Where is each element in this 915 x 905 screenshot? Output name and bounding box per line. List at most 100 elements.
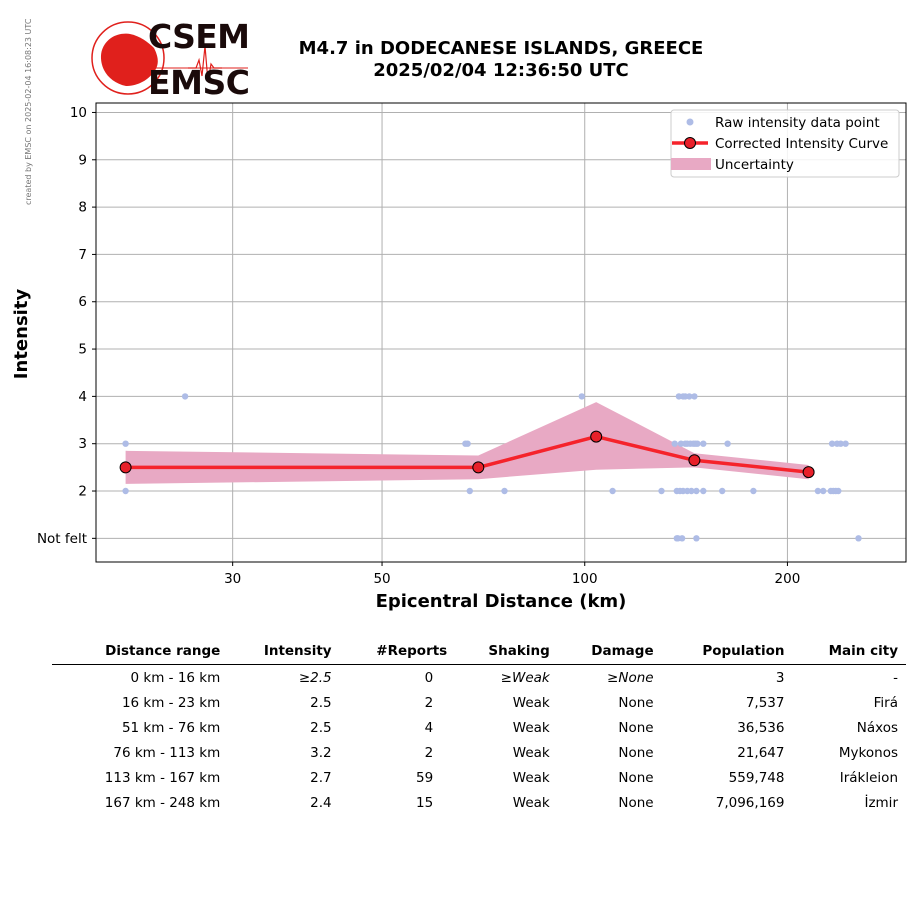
legend: Raw intensity data point Corrected Inten… (670, 109, 900, 178)
cell-city: Firá (873, 694, 898, 711)
raw-data-point (694, 440, 701, 447)
raw-data-point (122, 487, 129, 495)
cell-city: Náxos (856, 719, 898, 736)
cell-population: 7,537 (745, 694, 785, 711)
raw-data-point (837, 440, 844, 447)
table-row: 16 km - 23 km 2.5 2 Weak None 7,537 Firá (52, 690, 906, 715)
cell-reports: 59 (416, 769, 434, 786)
col-main-city: Main city (828, 643, 898, 659)
y-tick-label: 7 (78, 247, 87, 263)
title-event: M4.7 in DODECANESE ISLANDS, GREECE (298, 38, 704, 59)
cell-reports: 2 (424, 744, 434, 761)
cell-city: İzmir (864, 794, 898, 811)
cell-population: 21,647 (737, 744, 785, 761)
raw-data-point (678, 535, 686, 542)
cell-intensity: 2.5 (310, 694, 332, 711)
csem-emsc-logo: CSEM EMSC (91, 17, 250, 100)
cell-intensity: 2.4 (310, 794, 332, 811)
col-shaking: Shaking (488, 643, 550, 659)
cell-reports: 0 (424, 669, 434, 686)
cell-shaking: Weak (512, 769, 550, 786)
curve-marker (472, 461, 485, 474)
curve-marker (590, 430, 603, 443)
cell-distance: 51 km - 76 km (121, 719, 221, 736)
cell-shaking: ≥Weak (500, 669, 550, 686)
cell-population: 36,536 (737, 719, 785, 736)
chart-title: M4.7 in DODECANESE ISLANDS, GREECE 2025/… (260, 38, 742, 82)
raw-data-point (700, 487, 707, 495)
cell-intensity: 2.5 (310, 719, 332, 736)
raw-data-point (835, 487, 842, 495)
cell-distance: 76 km - 113 km (113, 744, 221, 761)
col-distance-range: Distance range (105, 643, 221, 659)
cell-intensity: 3.2 (310, 744, 332, 761)
raw-data-point (688, 487, 695, 495)
y-axis-label: Intensity (11, 289, 32, 380)
raw-data-point (814, 487, 822, 495)
raw-data-point (693, 487, 700, 495)
logo-seismogram (188, 45, 222, 83)
curve-marker (688, 454, 701, 467)
raw-data-point (501, 487, 508, 495)
x-tick-label: 50 (373, 571, 390, 587)
raw-data-point (700, 440, 707, 447)
legend-uncertainty-swatch (671, 158, 711, 170)
logo-map-shape (100, 33, 158, 86)
x-tick-label: 100 (572, 571, 598, 587)
plot-frame (95, 102, 907, 563)
cell-city: - (893, 669, 898, 686)
curve-layer (119, 430, 815, 479)
y-tick-label: 10 (70, 105, 87, 121)
x-tick-label: 30 (224, 571, 241, 587)
raw-data-point (693, 535, 700, 542)
curve-marker (802, 466, 815, 479)
title-datetime: 2025/02/04 12:36:50 UTC (373, 60, 629, 81)
raw-points-layer (122, 393, 862, 542)
y-tick-label: 6 (78, 294, 87, 310)
col-intensity: Intensity (263, 643, 332, 659)
cell-intensity: ≥2.5 (298, 669, 332, 686)
cell-population: 3 (775, 669, 785, 686)
legend-box (670, 109, 900, 178)
cell-city: Mykonos (838, 744, 898, 761)
legend-curve-marker (684, 137, 696, 149)
raw-data-point (466, 487, 473, 495)
cell-damage: None (618, 719, 654, 736)
cell-intensity: 2.7 (310, 769, 332, 786)
raw-data-point (820, 487, 827, 495)
raw-data-point (719, 487, 726, 495)
raw-data-point (122, 440, 129, 447)
raw-data-point (181, 393, 189, 400)
table-row: 167 km - 248 km 2.4 15 Weak None 7,096,1… (52, 790, 906, 815)
raw-data-point (724, 440, 731, 447)
uncertainty-layer (125, 402, 809, 484)
col-damage: Damage (591, 643, 654, 659)
raw-data-point (658, 487, 665, 495)
col-reports: #Reports (376, 643, 448, 659)
cell-reports: 15 (416, 794, 434, 811)
cell-distance: 0 km - 16 km (130, 669, 221, 686)
legend-uncertainty-label: Uncertainty (715, 157, 794, 173)
raw-data-point (750, 487, 757, 495)
intensity-summary-table: Distance range Intensity #Reports Shakin… (52, 641, 906, 815)
raw-data-point (828, 440, 836, 447)
table-row: 51 km - 76 km 2.5 4 Weak None 36,536 Náx… (52, 715, 906, 740)
col-population: Population (702, 643, 785, 659)
tick-layer: Not felt 2 3 4 5 6 7 8 9 10 30 50 100 200 (37, 105, 800, 587)
table-row: 76 km - 113 km 3.2 2 Weak None 21,647 My… (52, 740, 906, 765)
y-tick-label: 9 (78, 152, 87, 168)
table-header-row: Distance range Intensity #Reports Shakin… (52, 641, 906, 665)
y-tick-label: 8 (78, 200, 87, 216)
cell-distance: 16 km - 23 km (121, 694, 221, 711)
logo-text-emsc: EMSC (148, 63, 250, 100)
cell-damage: None (618, 694, 654, 711)
cell-city: Irákleion (839, 769, 898, 786)
logo-globe-outline (91, 21, 165, 95)
raw-data-point (578, 393, 585, 400)
x-tick-label: 200 (775, 571, 801, 587)
logo-text-csem: CSEM (148, 17, 250, 56)
cell-damage: None (618, 794, 654, 811)
y-tick-label: 3 (78, 436, 87, 452)
cell-shaking: Weak (512, 744, 550, 761)
raw-data-point (609, 487, 616, 495)
